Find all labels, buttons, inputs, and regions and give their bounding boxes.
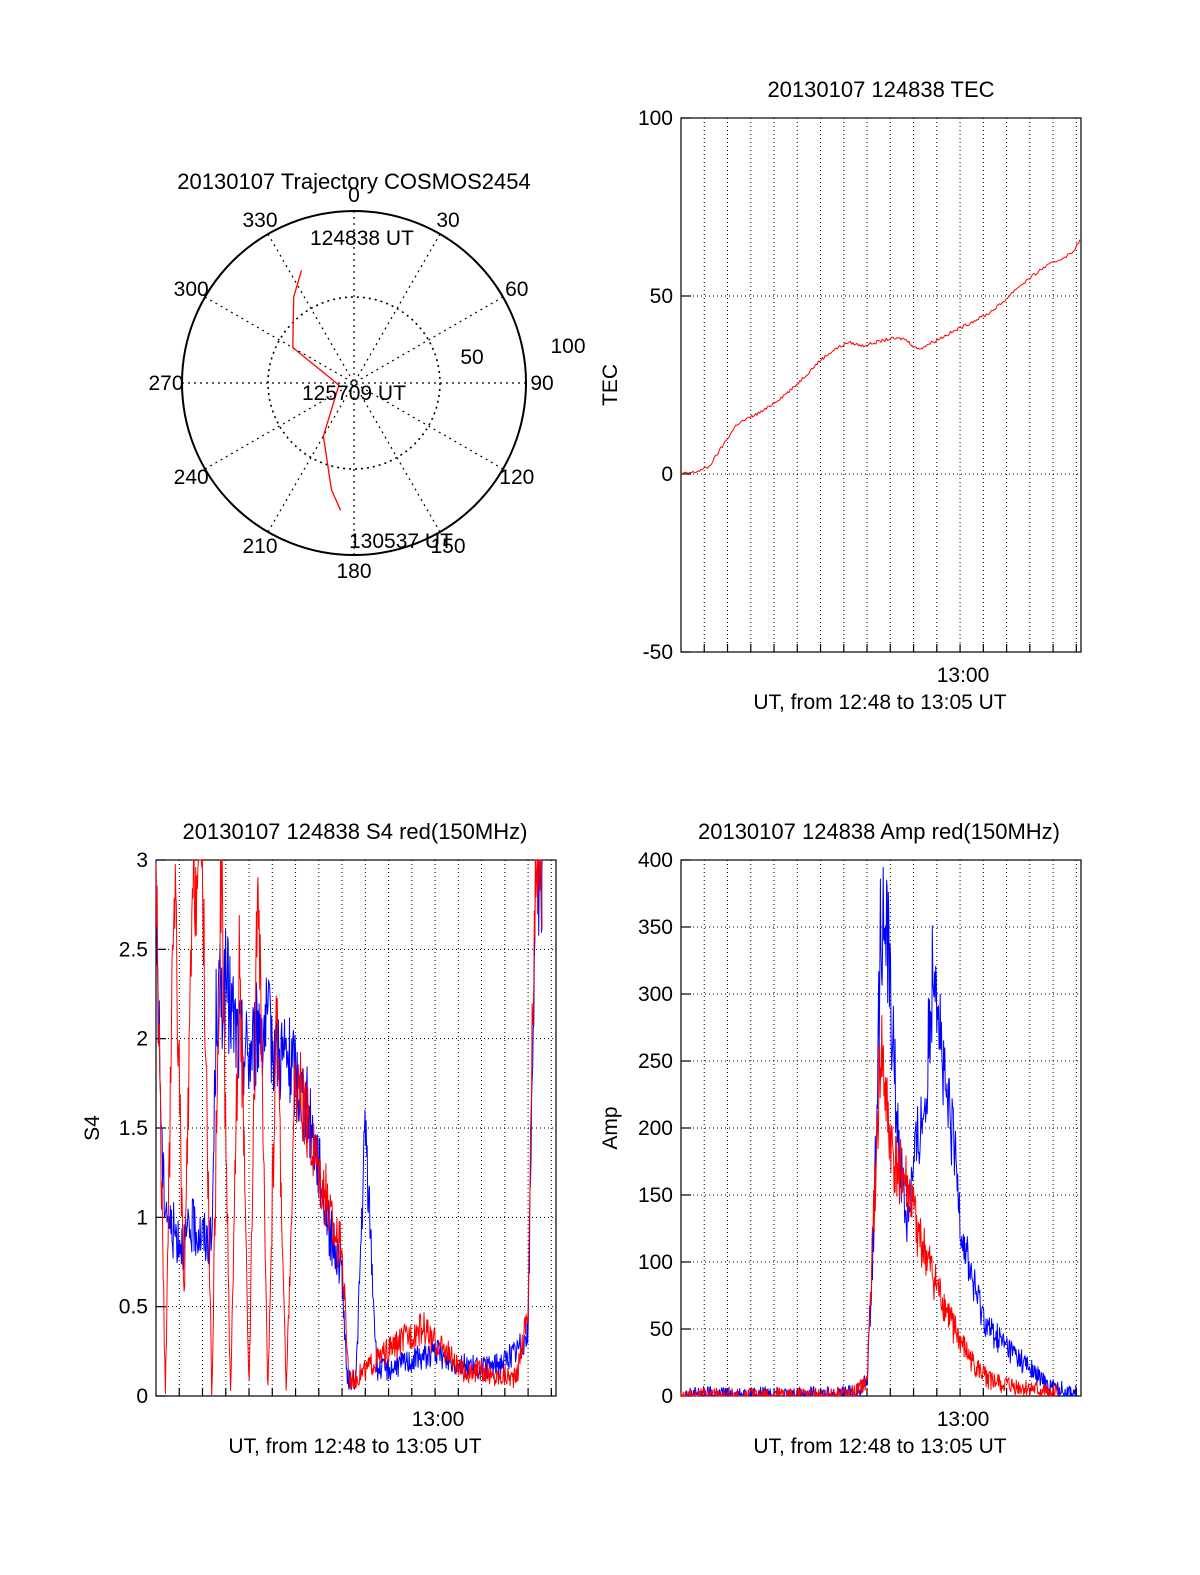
polar-azimuth-label: 240	[174, 466, 209, 489]
amp-y-tick-label: 150	[638, 1184, 673, 1207]
amp-y-tick-label: 100	[638, 1251, 673, 1274]
amp-title: 20130107 124838 Amp red(150MHz)	[698, 819, 1060, 844]
amp-panel: 20130107 124838 Amp red(150MHz) 0 50 100 15…	[599, 819, 1082, 1458]
amp-y-tick-label: 0	[661, 1385, 673, 1408]
s4-x-tick-label: 13:00	[412, 1408, 465, 1431]
tec-y-tick-label: 50	[650, 285, 673, 308]
tec-title: 20130107 124838 TEC	[767, 77, 994, 102]
amp-series	[680, 866, 1077, 1397]
polar-azimuth-label: 150	[430, 535, 465, 558]
polar-azimuth-label: 30	[436, 209, 459, 232]
tec-series	[680, 238, 1082, 475]
amp-series-red	[680, 1015, 1059, 1397]
amp-y-tick-label: 250	[638, 1050, 673, 1073]
amp-x-tick-label: 13:00	[937, 1408, 990, 1431]
s4-y-label: S4	[81, 1115, 104, 1141]
polar-azimuth-label: 60	[505, 278, 528, 301]
polar-azimuth-label: 90	[530, 372, 553, 395]
s4-y-tick-label: 3	[136, 849, 148, 872]
polar-track-label-mid: 125709 UT	[302, 382, 406, 405]
tec-frame	[680, 117, 1082, 653]
amp-y-tick-label: 400	[638, 849, 673, 872]
s4-title: 20130107 124838 S4 red(150MHz)	[183, 819, 528, 844]
amp-y-tick-label: 50	[650, 1318, 673, 1341]
s4-y-tick-label: 2	[136, 1028, 148, 1051]
polar-azimuth-label: 300	[174, 278, 209, 301]
s4-series	[155, 859, 543, 1397]
polar-azimuth-label: 210	[242, 535, 277, 558]
amp-y-tick-label: 350	[638, 916, 673, 939]
polar-azimuth-labels: 0 30 60 90 120 150 180 210 240 270 300 330	[148, 184, 553, 583]
polar-trajectory-line	[292, 270, 342, 511]
tec-y-tick-label: 100	[638, 107, 673, 130]
polar-azimuth-label: 330	[242, 209, 277, 232]
tec-y-tick-label: -50	[643, 641, 673, 664]
tec-grid	[681, 118, 1081, 652]
polar-azimuth-label: 0	[348, 184, 360, 207]
polar-azimuth-label: 180	[336, 560, 371, 583]
polar-azimuth-label: 270	[148, 372, 183, 395]
tec-y-label: TEC	[599, 364, 622, 406]
amp-x-label: UT, from 12:48 to 13:05 UT	[753, 1435, 1006, 1458]
s4-y-tick-label: 2.5	[119, 938, 148, 961]
s4-panel: 20130107 124838 S4 red(150MHz) 0 0.5 1 1.5 2…	[81, 819, 557, 1458]
amp-y-label: Amp	[599, 1106, 622, 1149]
s4-y-ticks: 0 0.5 1 1.5 2 2.5 3	[119, 849, 552, 1408]
polar-title: 20130107 Trajectory COSMOS2454	[177, 169, 530, 194]
s4-series-red	[155, 859, 543, 1397]
polar-panel: 20130107 Trajectory COSMOS2454 0 30 60 90 12…	[148, 169, 585, 583]
tec-x-label: UT, from 12:48 to 13:05 UT	[753, 691, 1006, 714]
s4-y-tick-label: 0	[136, 1385, 148, 1408]
tec-panel: 20130107 124838 TEC -50 0 50 100 13:00 UT, …	[599, 77, 1082, 714]
tec-y-tick-label: 0	[661, 463, 673, 486]
amp-y-tick-label: 200	[638, 1117, 673, 1140]
amp-y-ticks: 0 50 100 150 200 250 300 350 400	[638, 849, 1077, 1408]
tec-x-tick-label: 13:00	[937, 664, 990, 687]
s4-y-tick-label: 1.5	[119, 1117, 148, 1140]
tec-series-red	[680, 238, 1082, 475]
s4-x-label: UT, from 12:48 to 13:05 UT	[228, 1435, 481, 1458]
polar-radial-label-50: 50	[460, 346, 483, 369]
polar-track-label-end: 130537 UT	[349, 530, 453, 553]
tec-y-ticks: -50 0 50 100	[638, 107, 1077, 664]
s4-y-tick-label: 0.5	[119, 1296, 148, 1319]
polar-radial-label-100: 100	[550, 335, 585, 358]
s4-y-tick-label: 1	[136, 1206, 148, 1229]
amp-y-tick-label: 300	[638, 983, 673, 1006]
polar-azimuth-label: 120	[499, 466, 534, 489]
polar-track-label-start: 124838 UT	[310, 227, 414, 250]
